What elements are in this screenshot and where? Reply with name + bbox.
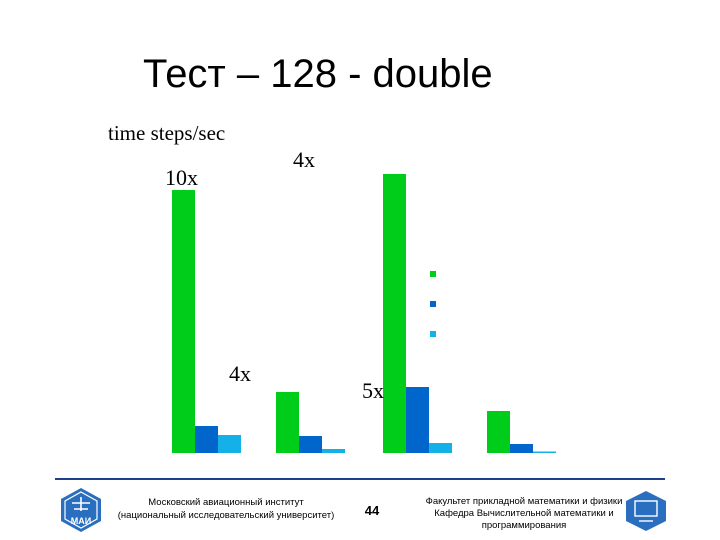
bar-series-3-group-2: [322, 449, 345, 453]
bar-series-3-group-1: [218, 435, 241, 453]
annotations-layer: 10x 4x 4x 5x: [165, 147, 384, 403]
footer-divider: [55, 478, 665, 480]
bar-series-1-group-3: [383, 174, 406, 453]
page-number: 44: [364, 503, 380, 518]
footer-department-line-2: Кафедра Вычислительной математики и: [434, 508, 614, 519]
bars-layer: [172, 174, 556, 453]
bar-series-2-group-4: [510, 444, 533, 453]
department-logo-icon: [626, 491, 666, 531]
footer-institute-line-1: Московский авиационный институт: [148, 497, 304, 508]
legend-marker-series-1: [430, 271, 436, 277]
footer-department: Факультет прикладной математики и физики…: [410, 496, 638, 532]
bar-series-2-group-3: [406, 387, 429, 453]
y-axis-label: time steps/sec: [108, 121, 226, 145]
footer-institute: Московский авиационный институт (национа…: [108, 496, 344, 522]
logo-text: МАИ: [71, 516, 91, 526]
bar-series-1-group-4: [487, 411, 510, 453]
bar-series-2-group-2: [299, 436, 322, 453]
bar-series-1-group-2: [276, 392, 299, 453]
slide-title: Тест – 128 - double: [143, 52, 493, 96]
speedup-annotation: 10x: [165, 165, 198, 190]
bar-series-2-group-1: [195, 426, 218, 453]
mai-logo-icon: МАИ: [61, 488, 101, 532]
speedup-annotation: 5x: [362, 378, 384, 403]
footer-department-line-1: Факультет прикладной математики и физики: [425, 496, 623, 507]
footer-department-line-3: программирования: [481, 520, 567, 531]
speedup-annotation: 4x: [229, 361, 251, 386]
legend-marker-series-2: [430, 301, 436, 307]
bar-series-3-group-4: [533, 451, 556, 453]
footer-institute-line-2: (национальный исследовательский универси…: [117, 510, 335, 521]
bar-series-1-group-1: [172, 190, 195, 453]
legend-marker-series-3: [430, 331, 436, 337]
bar-chart: 10x 4x 4x 5x: [165, 147, 556, 453]
legend: [430, 271, 436, 337]
bar-series-3-group-3: [429, 443, 452, 453]
speedup-annotation: 4x: [293, 147, 315, 172]
